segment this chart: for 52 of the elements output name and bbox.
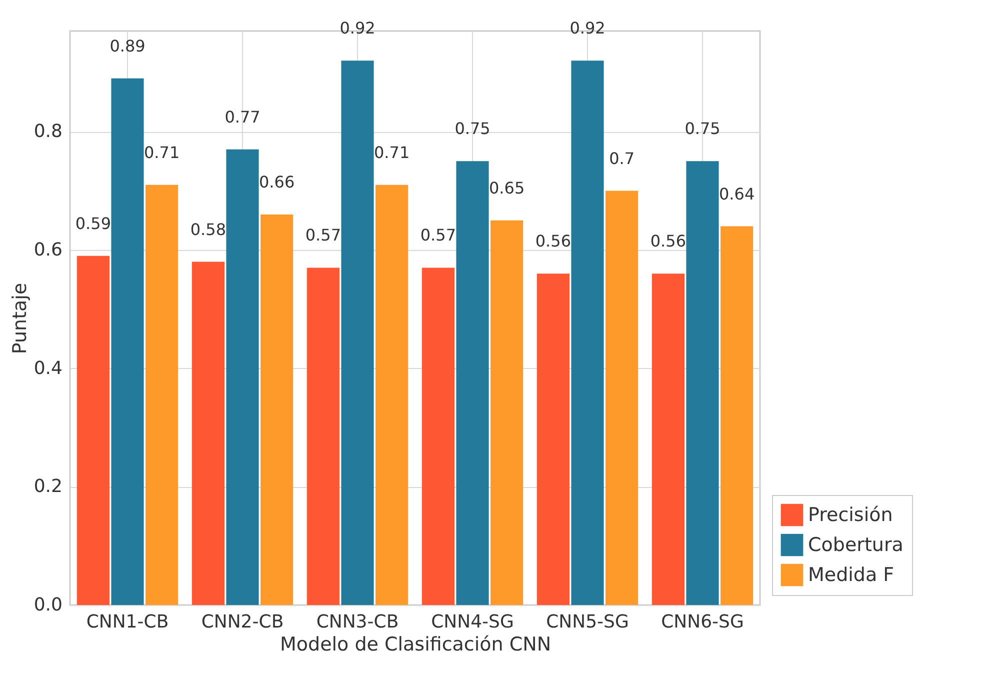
x-axis-title: Modelo de Clasificación CNN: [280, 634, 552, 656]
data-label: 0.57: [305, 226, 342, 245]
bar: [76, 256, 110, 605]
bar: [111, 78, 144, 605]
bar: [260, 214, 294, 605]
bar: [146, 184, 178, 605]
legend-label: Precisión: [808, 504, 893, 526]
data-label: 0.56: [650, 232, 686, 251]
y-tick-label: 0.0: [34, 594, 62, 616]
data-label: 0.75: [684, 119, 720, 138]
bar: [226, 149, 259, 605]
y-tick-label: 0.4: [34, 358, 62, 379]
bar: [720, 226, 754, 605]
data-label: 0.56: [535, 232, 572, 251]
x-tick-label: CNN5-SG: [546, 612, 629, 632]
x-tick-label: CNN2-CB: [201, 612, 284, 632]
y-tick-label: 0.2: [34, 476, 62, 498]
data-label: 0.71: [374, 142, 410, 162]
bar: [606, 190, 638, 605]
x-tick-label: CNN4-SG: [431, 612, 514, 632]
data-label: 0.75: [454, 119, 490, 138]
data-label: 0.71: [144, 142, 180, 162]
x-tick-label: CNN3-CB: [316, 612, 399, 632]
data-label: 0.58: [190, 220, 226, 239]
data-label: 0.64: [718, 184, 755, 204]
y-tick-label: 0.6: [34, 239, 62, 260]
bar: [306, 268, 340, 605]
legend-label: Medida F: [808, 564, 894, 586]
data-label: 0.89: [110, 36, 146, 56]
bar: [652, 274, 684, 605]
bar: [536, 274, 570, 605]
y-tick-label: 0.8: [34, 121, 62, 142]
y-axis-title: Puntaje: [8, 282, 31, 354]
data-label: 0.57: [420, 226, 456, 245]
x-tick-label: CNN1-CB: [86, 612, 169, 632]
bar: [456, 161, 489, 605]
bar: [490, 220, 524, 605]
data-label: 0.92: [340, 18, 376, 38]
bar: [686, 161, 719, 605]
bar: [341, 60, 374, 605]
bar: [192, 262, 224, 605]
data-label: 0.7: [609, 148, 635, 168]
legend-label: Cobertura: [808, 534, 904, 556]
data-label: 0.59: [75, 214, 112, 233]
data-label: 0.66: [258, 172, 295, 192]
bar: [376, 184, 408, 605]
bar: [571, 60, 604, 605]
data-label: 0.77: [224, 107, 260, 126]
x-tick-label: CNN6-SG: [661, 612, 744, 632]
data-label: 0.65: [488, 178, 525, 198]
data-label: 0.92: [570, 18, 606, 38]
bar: [422, 268, 454, 605]
